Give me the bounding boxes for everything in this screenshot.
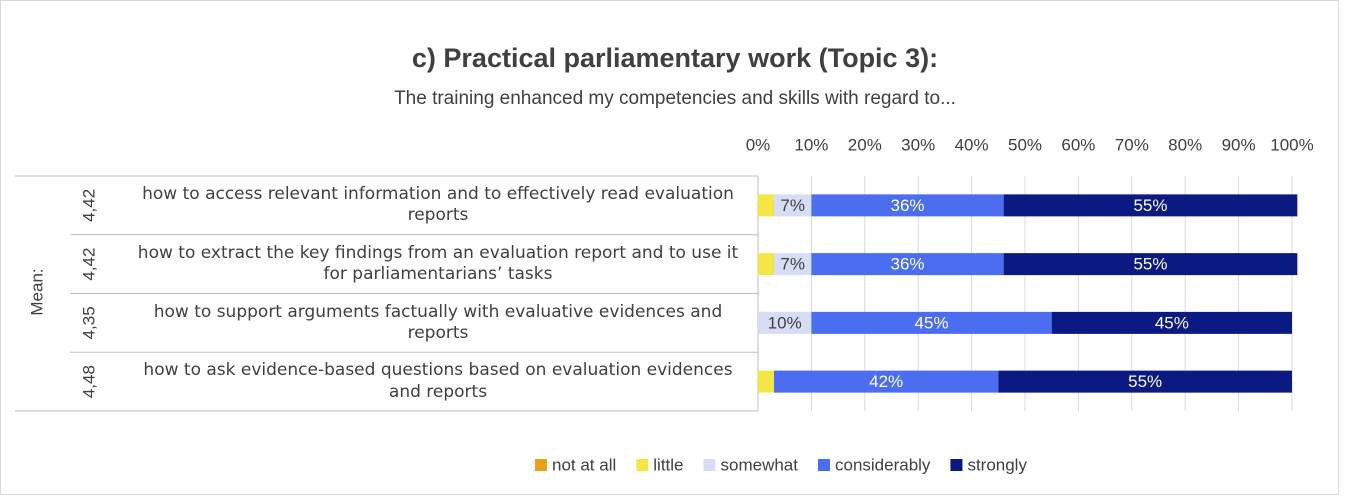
category-label: how to extract the key findings from an … bbox=[137, 242, 739, 285]
chart-subtitle: The training enhanced my competencies an… bbox=[394, 88, 956, 109]
data-label: 7% bbox=[780, 255, 805, 274]
category-box: how to support arguments factually with … bbox=[153, 301, 723, 343]
legend-label: somewhat bbox=[721, 455, 799, 474]
x-tick-label: 80% bbox=[1168, 135, 1202, 154]
x-tick-label: 70% bbox=[1115, 135, 1149, 154]
bar-segment bbox=[1051, 311, 1292, 334]
x-tick-label: 100% bbox=[1270, 135, 1313, 154]
legend-label: not at all bbox=[552, 455, 616, 474]
category-label: how to access relevant information and t… bbox=[142, 184, 734, 226]
category-box: how to access relevant information and t… bbox=[142, 184, 734, 226]
data-label: 55% bbox=[1128, 372, 1162, 391]
bar-segment bbox=[998, 370, 1292, 393]
mean-value: 4,35 bbox=[79, 306, 98, 339]
data-label: 55% bbox=[1133, 196, 1167, 215]
data-label: 7% bbox=[780, 196, 805, 215]
x-tick-label: 50% bbox=[1008, 135, 1042, 154]
data-label: 42% bbox=[869, 372, 903, 391]
bar-segment bbox=[811, 311, 1052, 334]
data-label: 10% bbox=[768, 313, 802, 332]
category-label: how to support arguments factually with … bbox=[153, 301, 723, 343]
x-tick-label: 0% bbox=[746, 135, 771, 154]
legend-label: little bbox=[653, 455, 683, 474]
category-label: how to ask evidence-based questions base… bbox=[143, 360, 733, 402]
legend-swatch bbox=[535, 459, 547, 471]
mean-value: 4,42 bbox=[79, 248, 98, 281]
bar-segment bbox=[1003, 253, 1298, 276]
x-tick-label: 40% bbox=[955, 135, 989, 154]
x-tick-label: 90% bbox=[1222, 135, 1256, 154]
bar-segment bbox=[774, 253, 812, 276]
x-tick-label: 60% bbox=[1061, 135, 1095, 154]
mean-value: 4,48 bbox=[79, 365, 98, 398]
bar-segment bbox=[758, 311, 812, 334]
category-box: how to extract the key findings from an … bbox=[137, 242, 739, 285]
bar-segment bbox=[758, 253, 775, 276]
legend-swatch bbox=[636, 459, 649, 471]
chart-title: c) Practical parliamentary work (Topic 3… bbox=[412, 43, 938, 73]
legend-label: considerably bbox=[835, 455, 931, 474]
data-label: 36% bbox=[891, 255, 925, 274]
x-tick-label: 20% bbox=[848, 135, 882, 154]
legend-label: strongly bbox=[967, 455, 1027, 474]
data-label: 36% bbox=[891, 196, 925, 215]
data-label: 45% bbox=[915, 313, 949, 332]
bar-segment bbox=[811, 253, 1004, 276]
bar-segment bbox=[811, 194, 1004, 217]
bar-segment bbox=[774, 194, 812, 217]
x-tick-label: 10% bbox=[794, 135, 828, 154]
legend-swatch bbox=[950, 459, 963, 471]
category-box: how to ask evidence-based questions base… bbox=[143, 360, 733, 402]
legend-swatch bbox=[817, 459, 830, 471]
bar-segment bbox=[774, 370, 999, 393]
bar-segment bbox=[1003, 194, 1298, 217]
bar-segment bbox=[758, 370, 775, 393]
mean-label: Mean: bbox=[27, 268, 46, 315]
data-label: 55% bbox=[1133, 255, 1167, 274]
bar-segment bbox=[758, 194, 775, 217]
data-label: 45% bbox=[1155, 313, 1189, 332]
x-tick-label: 30% bbox=[901, 135, 935, 154]
mean-value: 4,42 bbox=[79, 189, 98, 222]
legend-swatch bbox=[703, 459, 716, 471]
